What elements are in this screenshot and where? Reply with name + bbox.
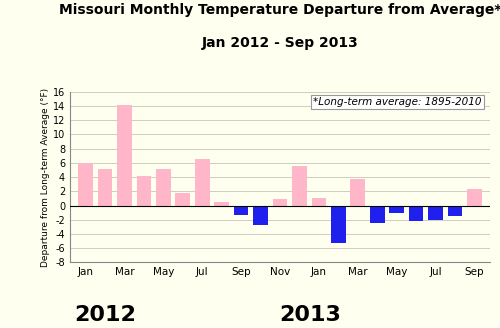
Bar <box>292 166 306 206</box>
Bar <box>234 206 248 215</box>
Bar <box>195 159 210 206</box>
Bar <box>312 198 326 206</box>
Bar <box>467 189 481 206</box>
Bar <box>156 169 170 206</box>
Text: Jan 2012 - Sep 2013: Jan 2012 - Sep 2013 <box>202 36 358 50</box>
Text: *Long-term average: 1895-2010: *Long-term average: 1895-2010 <box>313 97 482 107</box>
Bar <box>136 176 151 206</box>
Bar <box>448 206 462 216</box>
Y-axis label: Departure from Long-term Average (°F): Departure from Long-term Average (°F) <box>41 88 50 267</box>
Bar <box>98 169 112 206</box>
Bar <box>117 105 132 206</box>
Text: 2013: 2013 <box>279 305 341 325</box>
Text: Missouri Monthly Temperature Departure from Average*: Missouri Monthly Temperature Departure f… <box>59 3 500 17</box>
Bar <box>254 206 268 225</box>
Bar <box>428 206 443 220</box>
Bar <box>409 206 424 221</box>
Bar <box>331 206 345 243</box>
Bar <box>350 178 365 206</box>
Bar <box>176 193 190 206</box>
Bar <box>390 206 404 213</box>
Bar <box>78 163 93 206</box>
Bar <box>272 199 287 206</box>
Text: 2012: 2012 <box>74 305 136 325</box>
Bar <box>214 202 229 206</box>
Bar <box>370 206 384 223</box>
